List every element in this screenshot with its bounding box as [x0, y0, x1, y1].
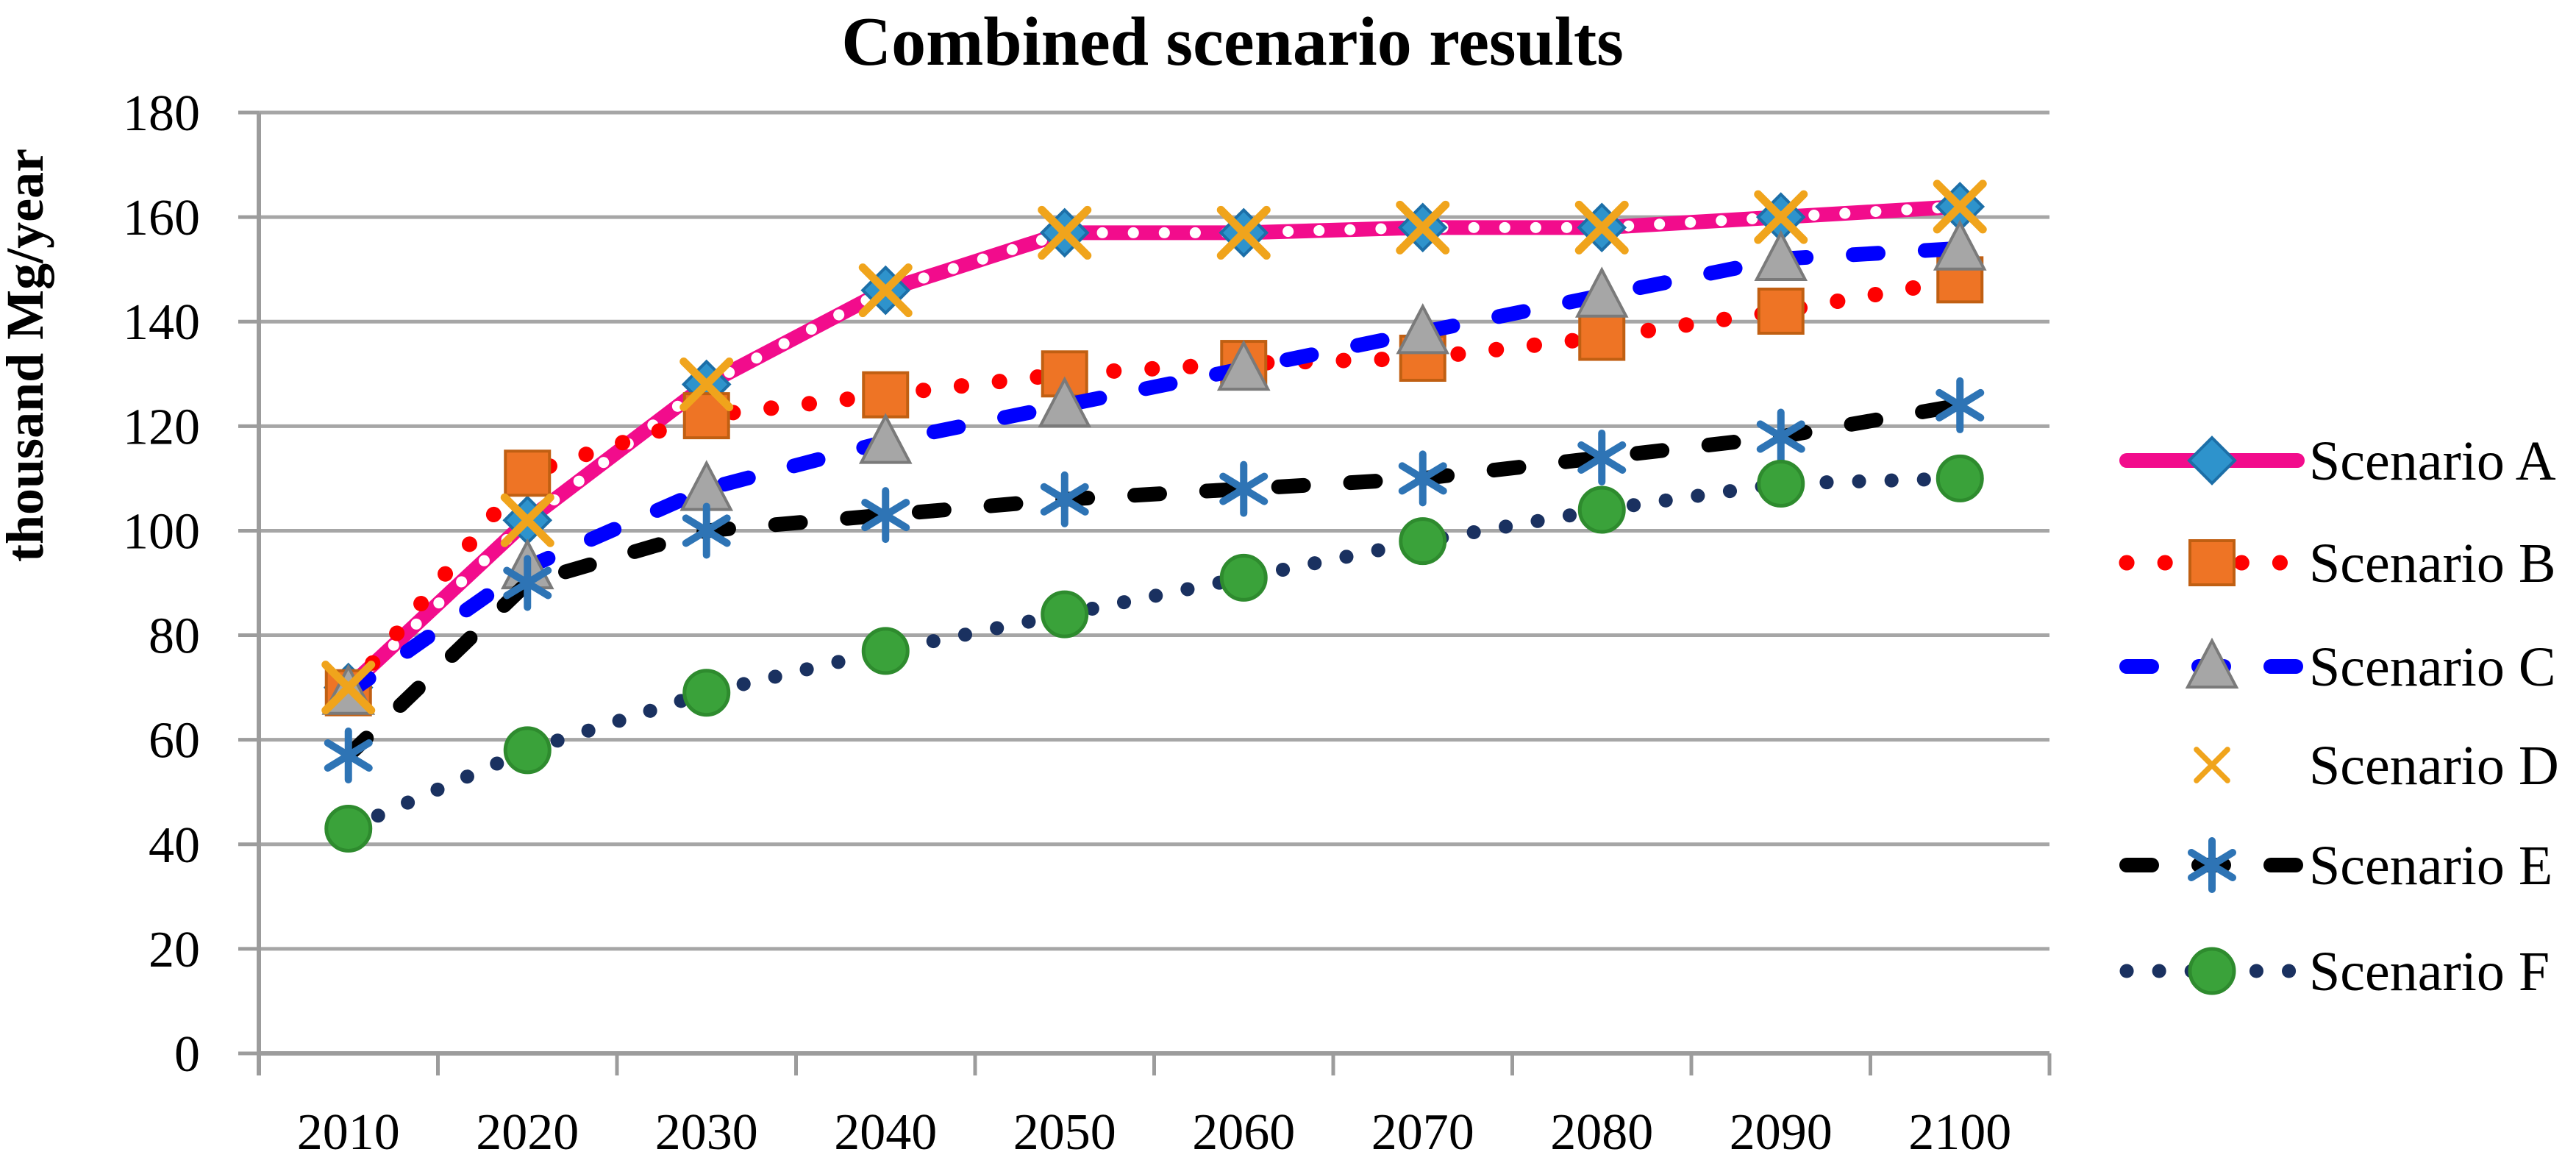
circle-marker	[1219, 553, 1268, 602]
x-marker	[858, 263, 913, 318]
legend-entry-scenario-b: Scenario B	[2119, 533, 2556, 594]
y-tick-label: 160	[123, 190, 200, 246]
circle-marker	[861, 627, 910, 675]
x-tick-label: 2040	[834, 1104, 937, 1161]
x-tick-label: 2090	[1730, 1104, 1833, 1161]
x-marker	[1574, 200, 1629, 255]
asterisk-marker	[1577, 429, 1627, 486]
triangle-marker	[1396, 303, 1450, 355]
circle-marker	[324, 804, 373, 853]
x-marker	[321, 661, 376, 715]
legend-label: Scenario A	[2309, 430, 2556, 492]
asterisk-marker	[1756, 408, 1805, 465]
circle-marker	[1577, 486, 1626, 534]
diamond-marker	[2187, 435, 2237, 486]
y-tick-labels: 0 20 40 60 80 100 120 140 160 180	[123, 85, 200, 1083]
x-tick-label: 2030	[655, 1104, 758, 1161]
triangle-marker	[1933, 219, 1987, 271]
circle-marker	[682, 669, 731, 717]
asterisk-marker	[1040, 471, 1089, 527]
axes	[257, 113, 2052, 1075]
x-tick-label: 2050	[1013, 1104, 1116, 1161]
x-marker	[1216, 205, 1271, 260]
x-marker	[1754, 190, 1808, 244]
y-axis-title: thousand Mg/year	[0, 149, 54, 562]
y-tick-label: 140	[123, 294, 200, 351]
series-line	[340, 397, 1968, 763]
y-tick-label: 20	[149, 922, 200, 978]
series-scenario-e	[324, 377, 1985, 783]
x-tick-label: 2010	[297, 1104, 400, 1161]
circle-marker	[1935, 454, 1984, 502]
asterisk-marker	[1935, 377, 1985, 433]
legend: Scenario A Scenario B Scenario C Scenario D…	[2119, 430, 2559, 1003]
triangle-marker	[1038, 376, 1092, 427]
legend-label: Scenario F	[2309, 941, 2550, 1003]
gridlines	[238, 110, 2049, 1056]
circle-marker	[1041, 590, 1089, 639]
x-marker	[1396, 200, 1450, 255]
asterisk-marker	[1219, 460, 1269, 517]
triangle-marker	[858, 413, 913, 464]
x-marker	[2194, 747, 2230, 783]
y-tick-label: 60	[149, 713, 200, 769]
series-line	[340, 241, 1968, 700]
series-line-dot-holes	[343, 201, 1966, 694]
legend-entry-scenario-a: Scenario A	[2119, 430, 2556, 492]
x-tick-label: 2060	[1192, 1104, 1295, 1161]
triangle-marker	[2185, 637, 2239, 689]
circle-marker	[1757, 459, 1805, 508]
circle-marker	[1399, 517, 1447, 566]
y-tick-label: 80	[149, 608, 200, 665]
x-tick-label: 2020	[476, 1104, 579, 1161]
asterisk-marker	[1398, 450, 1447, 507]
y-tick-label: 120	[123, 399, 200, 455]
x-tick-label: 2070	[1371, 1104, 1474, 1161]
square-marker	[1578, 313, 1626, 361]
y-tick-label: 0	[174, 1026, 200, 1083]
legend-entry-scenario-f: Scenario F	[2119, 941, 2550, 1003]
y-tick-label: 40	[149, 817, 200, 874]
x-tick-labels: 2010 2020 2030 2040 2050 2060 2070 2080 2090 2100	[297, 1104, 2012, 1161]
series-scenario-f	[324, 454, 1984, 853]
square-marker	[1757, 288, 1805, 335]
x-tick-label: 2100	[1908, 1104, 2011, 1161]
triangle-marker	[1216, 339, 1271, 391]
legend-label: Scenario E	[2309, 835, 2552, 897]
asterisk-marker	[324, 727, 373, 783]
legend-label: Scenario B	[2309, 533, 2556, 594]
series-lines	[321, 179, 1987, 853]
square-marker	[2188, 539, 2236, 586]
x-marker	[1038, 205, 1092, 260]
y-tick-label: 100	[123, 503, 200, 560]
asterisk-marker	[503, 555, 552, 611]
triangle-marker	[1574, 266, 1629, 318]
legend-entry-scenario-e: Scenario E	[2119, 835, 2552, 897]
square-marker	[504, 449, 552, 497]
x-marker	[679, 357, 734, 411]
square-marker	[862, 371, 910, 419]
x-marker	[500, 493, 554, 547]
triangle-marker	[1754, 230, 1808, 281]
asterisk-marker	[861, 487, 910, 544]
legend-entry-scenario-d: Scenario D	[2194, 735, 2559, 797]
series-line	[341, 471, 1967, 836]
series-scenario-c	[321, 219, 1987, 715]
legend-label: Scenario D	[2309, 735, 2559, 797]
x-tick-label: 2080	[1550, 1104, 1653, 1161]
circle-marker	[2188, 947, 2236, 995]
y-tick-label: 180	[123, 85, 200, 142]
x-marker	[1933, 179, 1987, 234]
asterisk-marker	[2188, 837, 2236, 893]
legend-entry-scenario-c: Scenario C	[2119, 636, 2556, 698]
circle-marker	[503, 726, 552, 775]
asterisk-marker	[682, 502, 731, 559]
series-scenario-d	[321, 179, 1987, 715]
series-line	[340, 271, 1968, 701]
chart-title: Combined scenario results	[841, 4, 1624, 80]
legend-label: Scenario C	[2309, 636, 2556, 698]
